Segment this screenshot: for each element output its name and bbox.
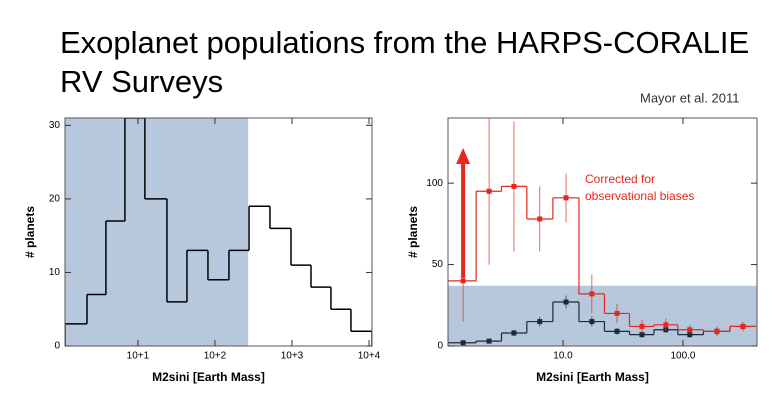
y-tick-label: 30 xyxy=(49,120,61,131)
marker xyxy=(486,338,492,344)
shade xyxy=(448,285,757,346)
x-axis-title: M2sini [Earth Mass] xyxy=(536,370,649,384)
marker xyxy=(714,328,720,334)
citation: Mayor et al. 2011 xyxy=(640,90,739,105)
marker xyxy=(460,278,466,284)
y-axis-title: # planets xyxy=(406,206,420,258)
slide-title-1: Exoplanet populations from the HARPS-COR… xyxy=(60,25,758,99)
marker xyxy=(614,310,620,316)
marker xyxy=(740,323,746,329)
x-tick-label: 10.0 xyxy=(553,351,573,362)
marker xyxy=(537,319,543,325)
marker xyxy=(563,195,569,201)
x-tick-label: 100.0 xyxy=(670,351,695,362)
y-tick-label: 100 xyxy=(426,178,443,189)
marker xyxy=(563,299,569,305)
y-tick-label: 20 xyxy=(49,194,61,205)
marker xyxy=(589,291,595,297)
y-tick-label: 10 xyxy=(49,267,61,278)
marker xyxy=(511,183,517,189)
y-tick-label: 0 xyxy=(437,341,443,352)
marker xyxy=(511,330,517,336)
x-tick-label: 10+3 xyxy=(281,351,304,362)
marker xyxy=(537,216,543,222)
marker xyxy=(687,327,693,333)
frame xyxy=(64,117,373,347)
y-axis-title: # planets xyxy=(23,206,37,258)
plot xyxy=(448,118,757,346)
marker xyxy=(589,319,595,325)
marker xyxy=(486,188,492,194)
marker xyxy=(663,322,669,328)
marker xyxy=(460,340,466,346)
frame xyxy=(447,117,758,347)
x-tick-label: 10+2 xyxy=(204,351,227,362)
marker xyxy=(639,323,645,329)
x-tick-label: 10+1 xyxy=(127,351,150,362)
x-axis-title: M2sini [Earth Mass] xyxy=(152,370,265,384)
y-tick-label: 50 xyxy=(432,259,444,270)
annotation: Corrected for observational biases xyxy=(585,172,694,203)
arrow-head xyxy=(456,148,471,164)
marker xyxy=(614,328,620,334)
marker xyxy=(639,332,645,338)
y-tick-label: 0 xyxy=(54,341,60,352)
shade xyxy=(65,118,249,346)
x-tick-label: 10+4 xyxy=(358,351,381,362)
plot xyxy=(65,118,372,346)
